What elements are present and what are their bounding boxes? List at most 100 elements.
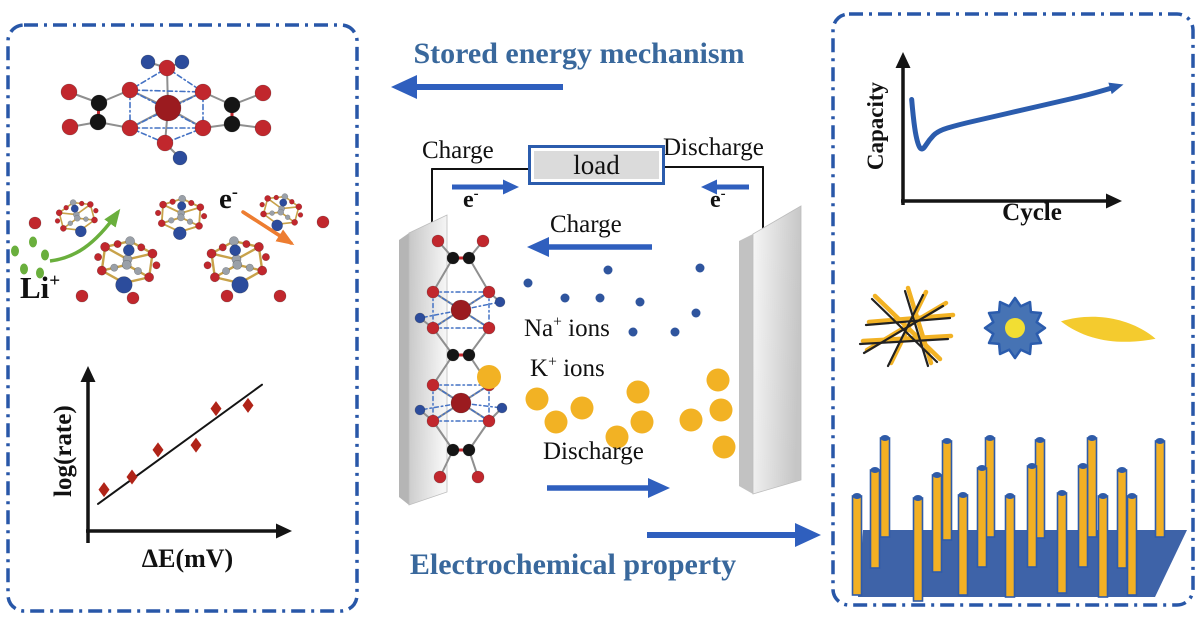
- nanorod: [879, 435, 891, 538]
- black-atom: [446, 348, 460, 362]
- data-point-diamond: [126, 469, 138, 485]
- red-atom: [289, 199, 295, 205]
- k-ion: [544, 410, 568, 434]
- blue-atom: [140, 54, 156, 70]
- right-electrode: [739, 234, 753, 494]
- kinetics-y-axis: [80, 366, 96, 543]
- red-atom: [254, 242, 264, 252]
- capacity-plot: [895, 52, 1124, 209]
- red-atom: [242, 240, 251, 248]
- blue-atom: [115, 276, 133, 294]
- gray-atom: [67, 220, 74, 226]
- nanorod: [1086, 435, 1098, 538]
- red-atom: [297, 212, 304, 218]
- atom-cluster: [203, 236, 270, 294]
- red-atom: [273, 194, 279, 201]
- gray-atom: [245, 263, 254, 272]
- gray-atom: [277, 208, 284, 216]
- k-ion: [525, 387, 549, 411]
- nanorod: [1154, 438, 1166, 538]
- load-box: load: [528, 145, 665, 185]
- blue-atom: [496, 402, 508, 414]
- red-atom: [121, 119, 139, 137]
- nanorod: [851, 493, 863, 596]
- data-point-diamond: [242, 397, 254, 413]
- nanorod: [912, 495, 924, 602]
- li-ion-dot: [29, 236, 37, 248]
- k-ion: [630, 410, 654, 434]
- k-ion: [712, 435, 736, 459]
- blue-atom: [494, 296, 506, 308]
- nanorod: [1097, 493, 1109, 598]
- red-atom: [75, 289, 89, 303]
- nanorod: [1077, 463, 1089, 568]
- li-ion-dot: [36, 267, 44, 279]
- k-ion: [626, 380, 650, 404]
- nanorod: [1126, 493, 1138, 596]
- darkred-atom: [450, 392, 472, 414]
- black-atom: [446, 443, 460, 457]
- red-atom: [220, 289, 234, 303]
- blue-atom: [279, 198, 288, 207]
- blue-atom: [414, 404, 426, 416]
- nanorod: [1026, 463, 1038, 568]
- flow-arrows: [391, 75, 821, 547]
- gray-atom: [232, 259, 243, 270]
- electron-flow-left-arrow: [452, 179, 519, 195]
- nanorod: [976, 465, 988, 568]
- right-panel-border: [831, 12, 1195, 607]
- red-atom: [260, 210, 267, 218]
- darkred-atom: [154, 94, 182, 122]
- gray-atom: [222, 267, 231, 275]
- nanorod: [1056, 490, 1068, 594]
- na-ion: [695, 263, 705, 273]
- red-atom: [60, 225, 67, 232]
- red-atom: [158, 59, 176, 77]
- nanowires-icon: [858, 285, 956, 368]
- blue-atom: [172, 150, 188, 166]
- red-atom: [156, 134, 174, 152]
- li-ion-label: Li+: [20, 270, 61, 305]
- k-ion: [570, 396, 594, 420]
- red-atom: [426, 378, 440, 392]
- electron-transfer-arrow: [242, 210, 295, 246]
- black-atom: [462, 443, 476, 457]
- red-atom: [218, 243, 227, 252]
- stored-energy-title: Stored energy mechanism: [413, 37, 745, 70]
- red-atom: [206, 248, 217, 259]
- k-ion: [477, 365, 501, 389]
- right-electrode-face: [752, 205, 802, 495]
- li-ion-dot: [20, 263, 28, 275]
- red-atom: [60, 83, 78, 101]
- black-atom: [462, 251, 476, 265]
- black-atom: [89, 113, 107, 131]
- red-atom: [259, 202, 265, 208]
- red-atom: [482, 414, 496, 428]
- red-atom: [126, 291, 140, 305]
- darkred-atom: [450, 299, 472, 321]
- electrochemical-arrow: [647, 523, 821, 547]
- discharge-label-top: Discharge: [663, 134, 764, 161]
- gray-atom: [284, 214, 291, 220]
- red-atom: [113, 240, 122, 248]
- stored-energy-arrow: [391, 75, 563, 99]
- red-atom: [316, 215, 330, 229]
- electron-label-panel: e-: [219, 181, 238, 215]
- red-atom: [482, 321, 496, 335]
- na-ions-label: Na+ ions: [524, 313, 610, 342]
- red-atom: [188, 199, 195, 207]
- red-atom: [147, 248, 158, 259]
- red-atom: [476, 234, 490, 248]
- red-atom: [482, 285, 496, 299]
- battery-cell: [399, 166, 802, 506]
- nanorod: [869, 467, 881, 569]
- red-atom: [93, 208, 99, 214]
- gray-atom: [186, 218, 194, 225]
- red-atom: [155, 209, 162, 217]
- red-atom: [254, 84, 272, 102]
- k-ion: [679, 408, 703, 432]
- na-ion: [560, 293, 570, 303]
- metal-complex-molecule: [60, 54, 272, 166]
- charge-label-mid: Charge: [550, 211, 622, 238]
